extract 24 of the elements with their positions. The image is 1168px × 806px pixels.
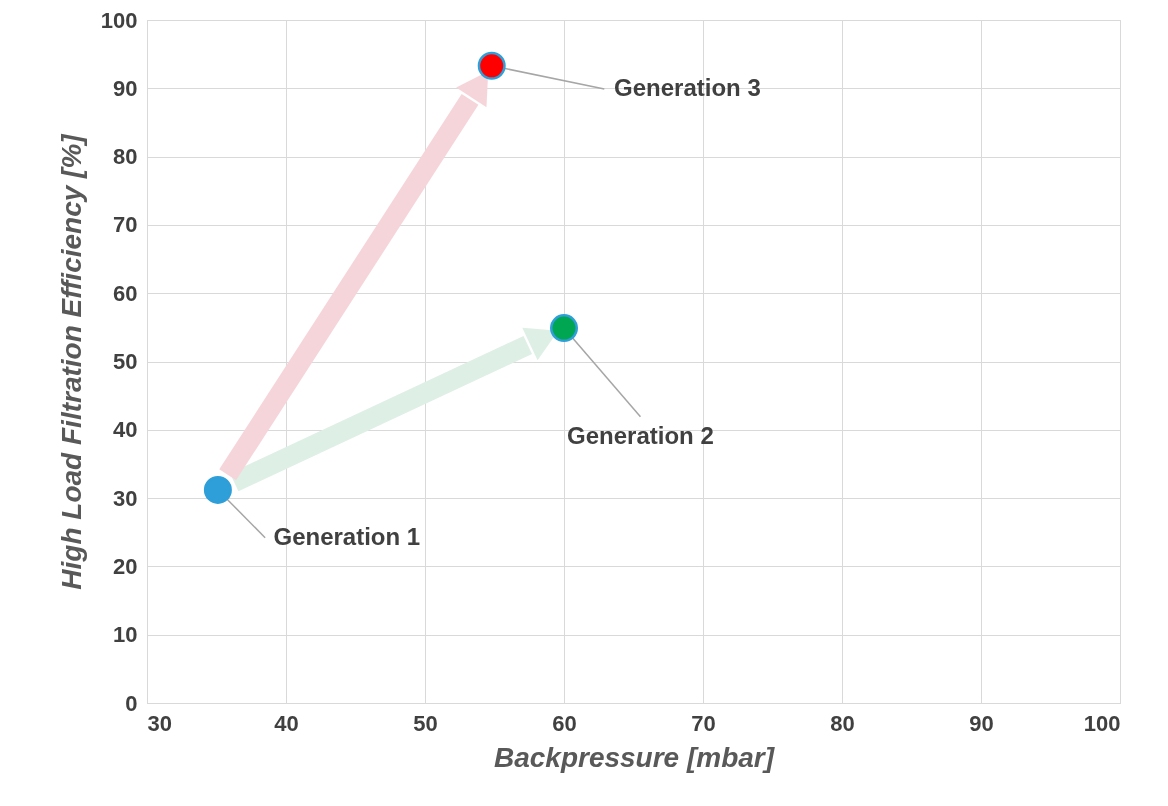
y-tick-label: 0	[125, 690, 138, 716]
y-tick-label: 100	[100, 7, 138, 33]
annotation: Generation 2	[567, 422, 714, 450]
annotation: Generation 1	[273, 522, 421, 550]
x-tick-label: 40	[274, 710, 299, 736]
y-tick-label: 10	[113, 622, 138, 648]
x-tick-label: 80	[830, 710, 855, 736]
y-tick-label: 50	[113, 349, 138, 374]
y-tick-label: 60	[113, 280, 138, 306]
x-tick-label: 50	[413, 710, 438, 736]
x-tick-label: 100	[1083, 710, 1121, 736]
y-tick-label: 80	[113, 144, 138, 170]
y-tick-label: 30	[113, 485, 138, 511]
y-tick-label: 90	[113, 75, 138, 101]
y-tick-label: 40	[113, 417, 138, 443]
annotation: Generation 3	[614, 73, 761, 101]
x-tick-label: 30	[147, 710, 172, 736]
x-axis-title: Backpressure [mbar]	[493, 741, 776, 773]
y-tick-label: 20	[113, 553, 138, 579]
x-tick-label: 60	[552, 710, 577, 736]
x-tick-label: 70	[691, 710, 716, 736]
y-axis-title: High Load Filtration Efficiency [%]	[55, 132, 87, 590]
x-tick-label: 90	[969, 710, 994, 736]
y-tick-label: 70	[113, 212, 138, 238]
